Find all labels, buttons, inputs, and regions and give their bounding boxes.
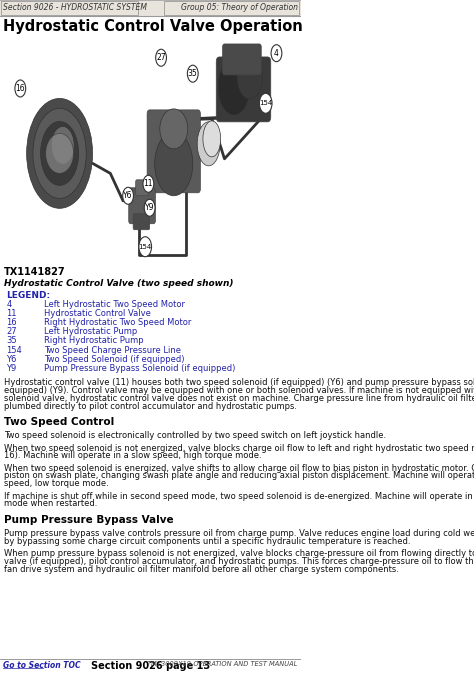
Bar <box>2 35 298 263</box>
Text: TM13009X19-OPERATION AND TEST MANUAL: TM13009X19-OPERATION AND TEST MANUAL <box>147 661 297 667</box>
Circle shape <box>187 65 198 82</box>
Text: When two speed solenoid is not energized, valve blocks charge oil flow to left a: When two speed solenoid is not energized… <box>4 443 474 453</box>
Text: Pump Pressure Bypass Valve: Pump Pressure Bypass Valve <box>4 515 173 524</box>
FancyBboxPatch shape <box>223 44 261 75</box>
Ellipse shape <box>197 122 220 166</box>
Text: solenoid valve, hydrostatic control valve does not exist on machine. Charge pres: solenoid valve, hydrostatic control valv… <box>4 394 474 403</box>
Text: valve (if equipped), pilot control accumulator, and hydrostatic pumps. This forc: valve (if equipped), pilot control accum… <box>4 557 474 566</box>
FancyBboxPatch shape <box>136 180 148 195</box>
Text: Pump pressure bypass valve controls pressure oil from charge pump. Valve reduces: Pump pressure bypass valve controls pres… <box>4 529 474 538</box>
Bar <box>1 1 137 15</box>
Text: speed, low torque mode.: speed, low torque mode. <box>4 479 109 488</box>
Bar <box>164 1 299 15</box>
Text: equipped) (Y9). Control valve may be equipped with one or both solenoid valves. : equipped) (Y9). Control valve may be equ… <box>4 386 474 395</box>
Ellipse shape <box>41 121 79 185</box>
Text: Hydrostatic Control Valve: Hydrostatic Control Valve <box>44 309 151 318</box>
FancyBboxPatch shape <box>147 110 201 193</box>
Text: Y9: Y9 <box>145 204 155 212</box>
Text: Hydrostatic control valve (11) houses both two speed solenoid (if equipped) (Y6): Hydrostatic control valve (11) houses bo… <box>4 378 474 387</box>
Circle shape <box>144 200 155 216</box>
Text: Y6: Y6 <box>123 191 133 200</box>
Text: Go to Section TOC: Go to Section TOC <box>3 661 81 670</box>
Text: 154: 154 <box>259 100 273 106</box>
FancyBboxPatch shape <box>129 188 155 224</box>
Text: Two Speed Control: Two Speed Control <box>4 417 114 427</box>
Circle shape <box>139 237 152 257</box>
Circle shape <box>15 80 26 97</box>
Circle shape <box>123 187 134 204</box>
Ellipse shape <box>51 127 74 164</box>
Text: 154: 154 <box>138 244 152 250</box>
Text: 4: 4 <box>274 49 279 58</box>
Text: Hydrostatic Control Valve Operation: Hydrostatic Control Valve Operation <box>3 19 303 34</box>
Text: LEGEND:: LEGEND: <box>6 290 50 300</box>
Text: 35: 35 <box>188 69 198 78</box>
Text: Two Speed Charge Pressure Line: Two Speed Charge Pressure Line <box>44 346 181 355</box>
Text: Y9: Y9 <box>6 364 17 373</box>
Text: 27: 27 <box>156 53 166 62</box>
Text: 16: 16 <box>16 84 25 93</box>
Text: When two speed solenoid is energized, valve shifts to allow charge oil flow to b: When two speed solenoid is energized, va… <box>4 464 474 472</box>
Text: Two Speed Solenoid (if equipped): Two Speed Solenoid (if equipped) <box>44 355 184 364</box>
Circle shape <box>155 49 166 66</box>
Text: If machine is shut off while in second speed mode, two speed solenoid is de-ener: If machine is shut off while in second s… <box>4 491 474 501</box>
Ellipse shape <box>218 59 250 115</box>
Text: When pump pressure bypass solenoid is not energized, valve blocks charge-pressur: When pump pressure bypass solenoid is no… <box>4 549 474 558</box>
Ellipse shape <box>46 133 73 173</box>
Text: Hydrostatic Control Valve (two speed shown): Hydrostatic Control Valve (two speed sho… <box>4 278 233 288</box>
Text: Left Hydrostatic Pump: Left Hydrostatic Pump <box>44 328 137 336</box>
Text: 4: 4 <box>6 300 11 309</box>
Text: by bypassing some charge circuit components until a specific hydraulic temperatu: by bypassing some charge circuit compone… <box>4 537 410 546</box>
Bar <box>0 0 301 16</box>
Text: Section 9026 - HYDROSTATIC SYSTEM: Section 9026 - HYDROSTATIC SYSTEM <box>3 3 147 13</box>
Text: Y6: Y6 <box>6 355 17 364</box>
Text: Two speed solenoid is electronically controlled by two speed switch on left joys: Two speed solenoid is electronically con… <box>4 431 386 440</box>
Text: piston on swash plate, changing swash plate angle and reducing axial piston disp: piston on swash plate, changing swash pl… <box>4 472 474 481</box>
Text: Left Hydrostatic Two Speed Motor: Left Hydrostatic Two Speed Motor <box>44 300 185 309</box>
Text: 35: 35 <box>6 336 17 345</box>
Circle shape <box>259 93 272 113</box>
Ellipse shape <box>237 55 263 99</box>
FancyBboxPatch shape <box>216 57 271 122</box>
Text: plumbed directly to pilot control accumulator and hydrostatic pumps.: plumbed directly to pilot control accumu… <box>4 402 297 410</box>
FancyBboxPatch shape <box>133 214 150 230</box>
Text: Section 9026 page 13: Section 9026 page 13 <box>91 661 210 671</box>
Text: 11: 11 <box>144 179 153 188</box>
Text: TX1141827: TX1141827 <box>4 267 65 277</box>
Text: 16). Machine will operate in a slow speed, high torque mode.: 16). Machine will operate in a slow spee… <box>4 452 262 460</box>
Ellipse shape <box>33 109 86 198</box>
Ellipse shape <box>160 109 188 149</box>
Text: fan drive system and hydraulic oil filter manifold before all other charge syste: fan drive system and hydraulic oil filte… <box>4 565 399 574</box>
Ellipse shape <box>203 121 221 157</box>
Text: Right Hydrostatic Two Speed Motor: Right Hydrostatic Two Speed Motor <box>44 318 191 327</box>
Text: 154: 154 <box>6 346 22 355</box>
Circle shape <box>271 44 282 61</box>
Text: 11: 11 <box>6 309 17 318</box>
Circle shape <box>143 175 154 192</box>
Ellipse shape <box>27 98 92 208</box>
Text: 16: 16 <box>6 318 17 327</box>
Text: Pump Pressure Bypass Solenoid (if equipped): Pump Pressure Bypass Solenoid (if equipp… <box>44 364 235 373</box>
Text: 27: 27 <box>6 328 17 336</box>
Ellipse shape <box>155 132 193 195</box>
Text: Group 05: Theory of Operation: Group 05: Theory of Operation <box>181 3 298 13</box>
Text: mode when restarted.: mode when restarted. <box>4 499 97 508</box>
Text: Right Hydrostatic Pump: Right Hydrostatic Pump <box>44 336 143 345</box>
